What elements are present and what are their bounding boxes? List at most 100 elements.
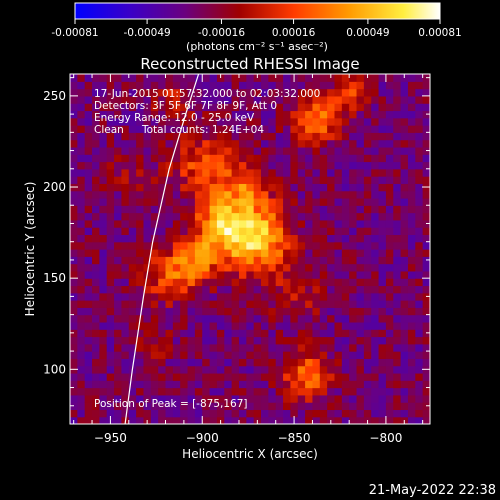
- image-pixel: [121, 227, 130, 236]
- image-pixel: [202, 117, 211, 126]
- image-pixel: [77, 117, 86, 126]
- image-pixel: [224, 300, 233, 308]
- image-pixel: [275, 249, 284, 257]
- image-pixel: [143, 183, 152, 192]
- image-pixel: [224, 81, 233, 90]
- image-pixel: [150, 402, 159, 411]
- image-pixel: [84, 292, 93, 301]
- image-pixel: [180, 300, 189, 308]
- image-pixel: [283, 81, 292, 90]
- image-pixel: [327, 285, 336, 294]
- image-pixel: [92, 168, 100, 177]
- image-pixel: [297, 205, 306, 214]
- image-pixel: [158, 380, 167, 389]
- image-pixel: [312, 329, 321, 338]
- image-pixel: [349, 161, 358, 170]
- image-pixel: [305, 336, 314, 345]
- image-pixel: [165, 234, 174, 243]
- image-pixel: [231, 190, 240, 199]
- image-pixel: [253, 139, 262, 148]
- image-pixel: [393, 110, 402, 119]
- image-pixel: [143, 139, 152, 148]
- image-pixel: [305, 183, 314, 192]
- image-pixel: [305, 161, 314, 170]
- image-pixel: [238, 183, 247, 192]
- image-pixel: [92, 300, 100, 308]
- image-pixel: [327, 205, 336, 214]
- image-pixel: [297, 161, 306, 170]
- image-pixel: [334, 263, 343, 272]
- image-pixel: [305, 402, 314, 411]
- image-pixel: [84, 132, 93, 141]
- image-pixel: [216, 154, 225, 163]
- image-pixel: [172, 190, 181, 199]
- image-pixel: [136, 176, 145, 184]
- image-pixel: [253, 88, 262, 97]
- image-pixel: [114, 358, 123, 367]
- image-pixel: [224, 132, 233, 141]
- image-pixel: [400, 285, 409, 294]
- image-pixel: [422, 168, 430, 177]
- image-pixel: [202, 409, 211, 418]
- image-pixel: [312, 394, 321, 403]
- image-pixel: [349, 270, 358, 279]
- image-pixel: [224, 263, 233, 272]
- image-pixel: [158, 343, 167, 352]
- image-pixel: [341, 416, 350, 424]
- image-pixel: [99, 95, 108, 104]
- image-pixel: [268, 81, 277, 90]
- image-pixel: [114, 263, 123, 272]
- image-pixel: [150, 205, 159, 214]
- image-pixel: [128, 183, 137, 192]
- image-pixel: [283, 176, 292, 184]
- image-pixel: [371, 125, 380, 133]
- image-pixel: [224, 351, 233, 359]
- image-pixel: [150, 358, 159, 367]
- image-pixel: [422, 139, 430, 148]
- image-pixel: [238, 372, 247, 381]
- image-pixel: [165, 365, 174, 374]
- image-pixel: [209, 183, 218, 192]
- image-pixel: [349, 358, 358, 367]
- image-pixel: [165, 219, 174, 228]
- image-pixel: [261, 321, 269, 330]
- image-pixel: [194, 249, 203, 257]
- image-pixel: [114, 300, 123, 308]
- image-pixel: [150, 212, 159, 221]
- image-pixel: [297, 336, 306, 345]
- image-pixel: [128, 146, 137, 155]
- image-pixel: [128, 351, 137, 359]
- image-pixel: [305, 351, 314, 359]
- image-pixel: [268, 234, 277, 243]
- image-pixel: [385, 394, 394, 403]
- image-pixel: [407, 351, 416, 359]
- image-pixel: [158, 176, 167, 184]
- image-pixel: [312, 74, 321, 82]
- image-pixel: [400, 212, 409, 221]
- image-pixel: [114, 176, 123, 184]
- image-pixel: [70, 387, 78, 396]
- image-pixel: [312, 227, 321, 236]
- image-pixel: [172, 74, 181, 82]
- image-pixel: [194, 81, 203, 90]
- image-pixel: [114, 314, 123, 323]
- image-pixel: [253, 263, 262, 272]
- image-pixel: [165, 387, 174, 396]
- image-pixel: [92, 416, 100, 424]
- image-pixel: [334, 387, 343, 396]
- image-pixel: [275, 394, 284, 403]
- image-pixel: [92, 409, 100, 418]
- image-pixel: [275, 212, 284, 221]
- image-pixel: [385, 241, 394, 250]
- image-pixel: [305, 329, 314, 338]
- image-pixel: [224, 256, 233, 265]
- image-pixel: [238, 329, 247, 338]
- y-tick-label: 150: [43, 271, 66, 285]
- image-pixel: [290, 227, 299, 236]
- image-pixel: [92, 263, 100, 272]
- image-pixel: [422, 154, 430, 163]
- image-pixel: [253, 336, 262, 345]
- image-pixel: [297, 365, 306, 374]
- image-pixel: [194, 321, 203, 330]
